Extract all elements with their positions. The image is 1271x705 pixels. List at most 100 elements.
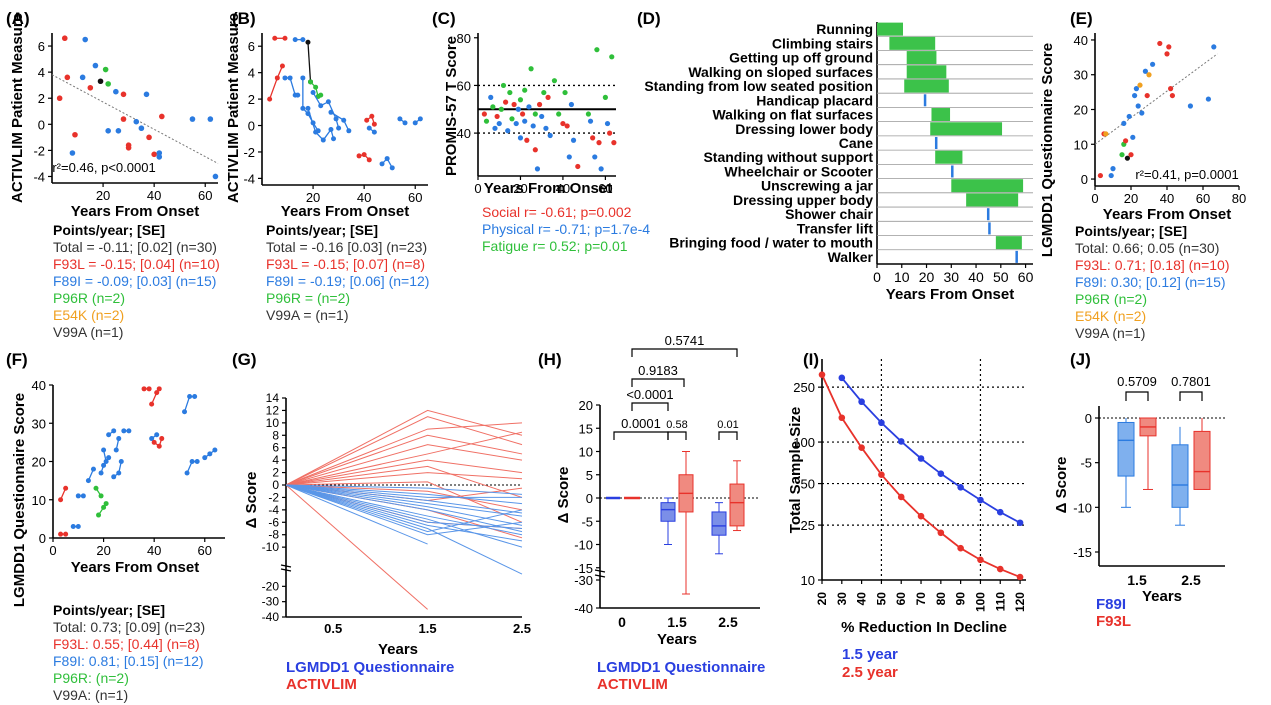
panel-e-y-tick-label: 30	[1074, 68, 1088, 83]
panel-b-point	[313, 84, 319, 90]
panel-g-y-tick-label: 10	[266, 416, 280, 430]
stats-f-line: F89I: 0.81; [0.15] (n=12)	[53, 653, 204, 669]
panel-i-point	[977, 556, 984, 564]
panel-f-point	[90, 466, 96, 472]
panel-g-x-tick-label: 2.5	[513, 621, 531, 636]
stats-a-line: F93L = -0.15; [0.04] (n=10)	[53, 256, 220, 272]
panel-h-y-tick-label: -40	[574, 601, 593, 616]
panel-b-point	[402, 120, 408, 126]
panel-b-point	[313, 129, 319, 135]
panel-a-point	[133, 118, 140, 125]
panel-h-x-label: Years	[657, 631, 697, 648]
panel-a-point	[61, 35, 68, 42]
panel-g-y-tick-label: 2	[272, 466, 279, 480]
panel-h-significance-bracket	[667, 431, 687, 440]
panel-c-point	[556, 111, 562, 117]
panel-e-point	[1132, 92, 1138, 99]
panel-a-point	[56, 95, 63, 102]
panel-a-point	[146, 134, 152, 141]
panel-i-y-tick-label: 100	[793, 435, 815, 450]
panel-i-point	[838, 414, 846, 422]
panel-e-point	[1187, 103, 1193, 109]
panel-d-range-bar	[988, 222, 991, 235]
panel-j-x-tick-label: 1.5	[1127, 572, 1147, 588]
panel-h-p-value: 0.0001	[621, 416, 661, 431]
panel-c-y-tick-label: 80	[457, 31, 471, 46]
panel-h-y-tick-label: -30	[574, 573, 593, 588]
panel-i-point	[1016, 519, 1024, 527]
panel-i-point	[957, 483, 964, 491]
panel-e-point	[1166, 44, 1172, 50]
panel-c-point	[587, 118, 594, 124]
panel-e-point	[1126, 113, 1132, 120]
panel-d-range-bar	[889, 36, 936, 50]
panel-c-point	[505, 128, 511, 134]
panel-label-b: (B)	[232, 9, 256, 28]
panel-i-x-tick-label: 60	[894, 592, 908, 606]
panel-a-y-tick-label: 0	[38, 117, 45, 132]
panel-b-point	[279, 63, 285, 69]
panel-g-legend-activlim: ACTIVLIM	[286, 676, 357, 693]
panel-a-y-tick-label: 6	[38, 39, 45, 54]
panel-g-series-line	[285, 484, 523, 526]
panel-h-p-value: 0.01	[717, 419, 738, 431]
panel-d-range-bar	[906, 51, 937, 65]
panel-c-point	[551, 78, 558, 84]
panel-c-point	[526, 104, 532, 110]
panel-e-y-tick-label: 40	[1074, 33, 1088, 48]
panel-f-point	[98, 470, 104, 476]
panel-b-trajectory	[312, 92, 340, 129]
panel-b-x-tick-label: 60	[408, 190, 422, 205]
panel-b-point	[292, 37, 298, 43]
panel-f-point	[75, 493, 81, 499]
stats-f: Points/year; [SE] Total: 0.73; [0.09] (n…	[53, 602, 205, 704]
panel-c-point	[592, 154, 598, 160]
panel-c-point	[522, 118, 528, 124]
panel-d-category-label: Walking on flat surfaces	[712, 107, 873, 123]
panel-d-x-label: Years From Onset	[886, 286, 1014, 303]
panel-f-point	[118, 459, 124, 464]
panel-c-point	[539, 113, 545, 120]
stats-a-header: Points/year; [SE]	[53, 222, 166, 238]
panel-f-y-tick-label: 20	[32, 455, 46, 470]
panel-g-series-line	[285, 444, 523, 486]
panel-b-x-tick-label: 20	[306, 190, 320, 205]
panel-a-x-tick-label: 40	[147, 188, 161, 203]
stats-b-line: Total = -0.16 [0.03] (n=23)	[266, 239, 428, 255]
panel-g-series-line	[285, 484, 428, 610]
panel-i-point	[996, 565, 1004, 573]
panel-label-d: (D)	[637, 9, 661, 28]
panel-f-point	[106, 455, 112, 461]
panel-b-point	[300, 105, 306, 111]
panel-f-y-label: LGMDD1 Questionnaire Score	[11, 393, 28, 607]
stats-e-line: F93L: 0.71; [0.18] (n=10)	[1075, 257, 1230, 273]
panel-e-x-tick-label: 20	[1124, 191, 1138, 206]
panel-h-p-value: 0.58	[666, 419, 687, 431]
panel-f-point	[58, 531, 64, 537]
panel-f-point	[116, 470, 122, 476]
panel-g-y-tick-label: -2	[268, 490, 279, 504]
panel-c-point	[498, 106, 504, 112]
panel-d-x-tick-label: 30	[943, 269, 959, 285]
panel-c-point	[594, 47, 600, 53]
panel-f-point	[202, 455, 208, 461]
panel-f-point	[126, 428, 132, 434]
panel-a-point	[72, 131, 78, 138]
panel-f-x-tick-label: 20	[96, 543, 110, 558]
panel-c-point	[598, 166, 604, 172]
panel-b-point	[333, 116, 339, 122]
stats-b-line: P96R = (n=2)	[266, 290, 351, 306]
panel-h-significance-bracket	[613, 431, 669, 440]
panel-h-significance-bracket	[631, 348, 738, 357]
panel-e-point	[1146, 72, 1152, 78]
panel-d-x-tick-label: 0	[873, 269, 881, 285]
panel-c-point	[575, 163, 581, 170]
panel-g-series-line	[285, 484, 523, 533]
panel-b-point	[282, 35, 288, 41]
panel-f-point	[98, 493, 104, 499]
panel-c-point	[545, 94, 551, 100]
panel-j-box	[1117, 421, 1135, 477]
panel-b-point	[371, 129, 377, 135]
panel-f-point	[111, 428, 117, 434]
panel-h-p-value: 0.5741	[665, 333, 705, 348]
